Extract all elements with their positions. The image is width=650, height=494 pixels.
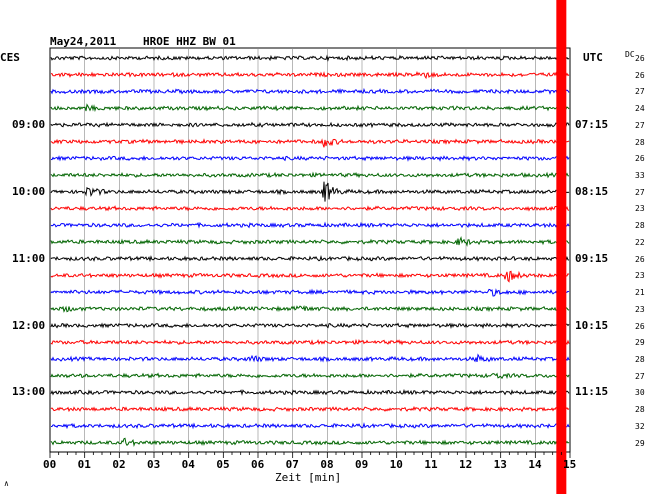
x-tick-label: 15 [563, 458, 577, 471]
right-timezone-label: UTC [583, 51, 603, 64]
dc-value: 30 [635, 388, 645, 398]
seismogram-trace [50, 288, 570, 297]
dc-value: 27 [635, 187, 645, 197]
x-tick-label: 05 [216, 458, 230, 471]
dc-value: 28 [635, 221, 645, 231]
plot-station: HROE HHZ BW 01 [143, 35, 236, 48]
left-time-label: 09:00 [12, 117, 46, 131]
seismogram-trace [50, 405, 570, 413]
left-time-label: 10:00 [12, 184, 46, 198]
dc-value: 21 [635, 288, 645, 298]
x-tick-label: 11 [424, 458, 438, 471]
seismogram-trace [50, 270, 570, 283]
corner-mark: ∧ [4, 479, 9, 488]
seismogram-trace [50, 121, 570, 129]
dc-value: 33 [635, 171, 645, 181]
seismogram-trace [50, 103, 570, 113]
plot-date: May24,2011 [50, 35, 117, 48]
x-tick-label: 07 [285, 458, 299, 471]
seismogram-trace [50, 87, 570, 95]
x-tick-label: 01 [77, 458, 91, 471]
seismogram-trace [50, 221, 570, 229]
seismogram-trace [50, 353, 570, 363]
x-tick-label: 03 [147, 458, 161, 471]
dc-value: 28 [635, 354, 645, 364]
x-axis-label: Zeit [min] [275, 471, 342, 484]
seismogram-trace [50, 138, 570, 148]
x-tick-label: 04 [181, 458, 195, 471]
dc-column-label: DC [625, 50, 635, 59]
seismogram-trace [50, 236, 570, 247]
dc-value: 27 [635, 120, 645, 130]
x-tick-label: 00 [43, 458, 57, 471]
dc-value: 28 [635, 405, 645, 415]
x-tick-label: 08 [320, 458, 334, 471]
dc-value: 26 [635, 154, 645, 164]
dc-value: 29 [635, 438, 645, 448]
dc-value: 26 [635, 254, 645, 264]
seismogram-trace [50, 437, 570, 447]
seismogram-trace [50, 71, 570, 80]
dc-value: 26 [635, 54, 645, 63]
dc-value: 32 [635, 421, 645, 431]
x-tick-label: 09 [355, 458, 369, 471]
dc-value: 27 [635, 87, 645, 97]
dc-value: 23 [635, 271, 645, 281]
seismogram-trace [50, 372, 570, 380]
x-tick-label: 12 [459, 458, 473, 471]
seismogram-trace [50, 305, 570, 313]
seismogram-trace [50, 171, 570, 179]
left-time-label: 11:00 [12, 251, 46, 265]
dc-value: 26 [635, 70, 645, 80]
dc-value: 24 [635, 104, 645, 114]
seismogram-trace [50, 388, 570, 396]
seismogram-trace [50, 338, 570, 346]
x-tick-label: 10 [389, 458, 403, 471]
dc-value: 29 [635, 338, 645, 348]
left-time-label: 12:00 [12, 318, 46, 332]
right-time-label: 10:15 [575, 318, 609, 332]
seismogram-trace [50, 155, 570, 162]
dc-value: 26 [635, 321, 645, 331]
x-tick-label: 06 [251, 458, 265, 471]
x-tick-label: 13 [493, 458, 507, 471]
right-time-label: 07:15 [575, 117, 609, 131]
current-time-marker [556, 0, 567, 494]
seismogram-trace [50, 254, 570, 263]
x-tick-label: 14 [528, 458, 542, 471]
dc-value: 23 [635, 304, 645, 314]
left-timezone-label: CES [0, 51, 20, 64]
dc-value: 27 [635, 371, 645, 381]
seismogram-trace [51, 422, 570, 430]
right-time-label: 09:15 [575, 251, 609, 265]
seismogram-trace [50, 181, 570, 202]
right-time-label: 11:15 [575, 385, 609, 399]
dc-value: 28 [635, 137, 645, 147]
right-time-label: 08:15 [575, 184, 609, 198]
seismogram-trace [50, 54, 570, 62]
dc-value: 23 [635, 204, 645, 214]
dc-value: 22 [635, 237, 645, 247]
seismogram-trace [50, 322, 570, 330]
seismogram-trace [50, 205, 570, 212]
left-time-label: 13:00 [12, 385, 46, 399]
x-tick-label: 02 [112, 458, 126, 471]
